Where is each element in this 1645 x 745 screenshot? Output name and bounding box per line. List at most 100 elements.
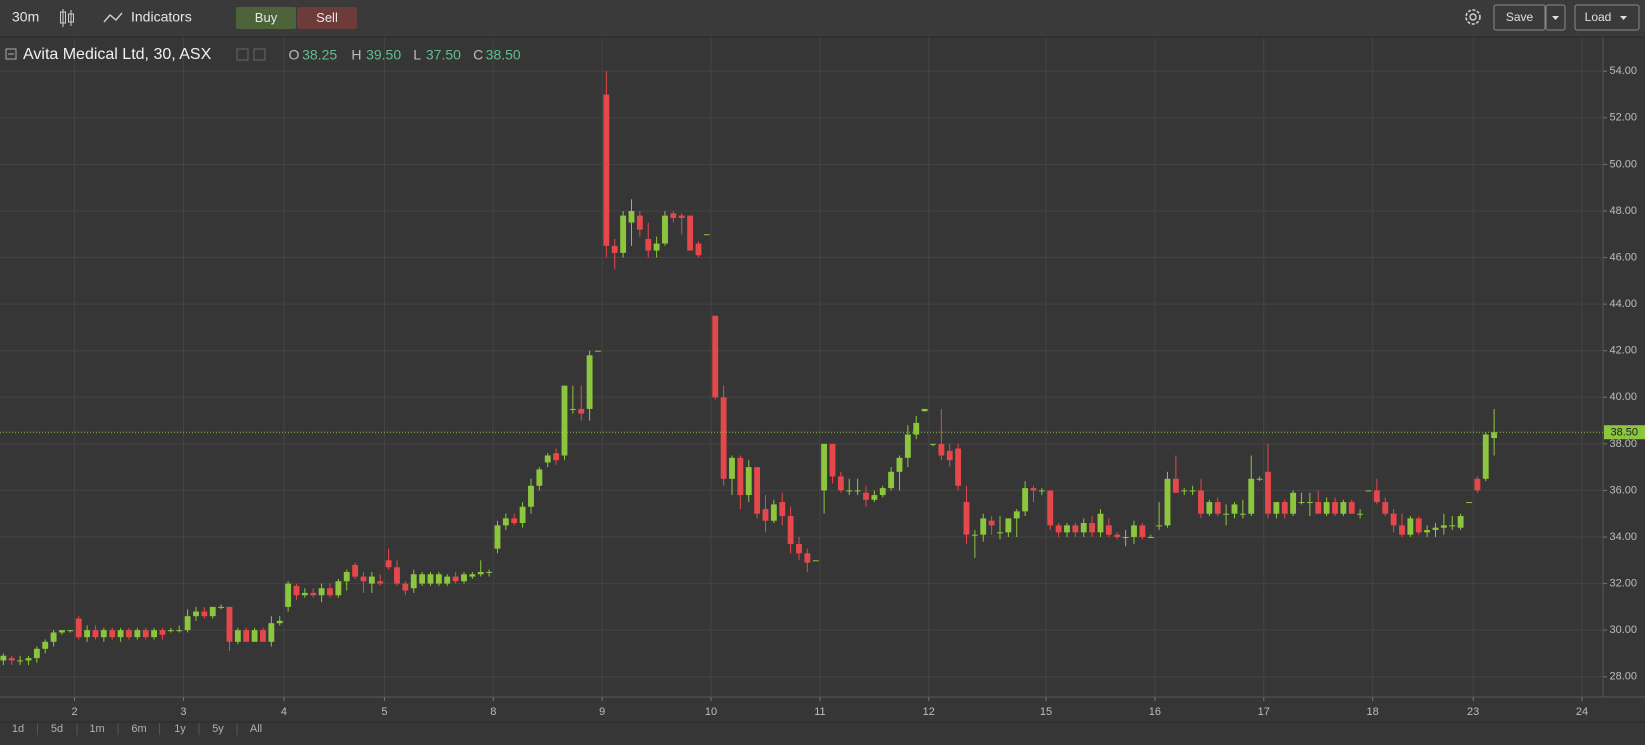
candle-body — [1072, 525, 1079, 533]
candle-body — [561, 385, 568, 456]
y-tick-label: 38.00 — [1609, 438, 1637, 450]
range-button[interactable]: 1m — [89, 723, 104, 735]
buy-button-bg[interactable] — [236, 7, 296, 29]
candle-body — [854, 490, 861, 492]
interval-button[interactable]: 30m — [12, 9, 39, 25]
candle-body — [477, 571, 484, 575]
candle-body — [963, 502, 970, 535]
collapse-button[interactable] — [5, 48, 17, 60]
candle-body — [1281, 502, 1288, 514]
x-tick-label: 5 — [381, 706, 387, 718]
candle-body — [1089, 523, 1096, 533]
candle-body — [92, 630, 99, 638]
candle-body — [1273, 502, 1280, 514]
x-tick-label: 23 — [1467, 706, 1479, 718]
candle-body — [628, 210, 635, 223]
candle-body — [821, 443, 828, 491]
range-button[interactable]: 1d — [12, 723, 24, 735]
candle-body — [511, 518, 518, 524]
candle-body — [1332, 502, 1338, 514]
candle-body — [427, 574, 434, 584]
candle-body — [1432, 527, 1439, 531]
range-button[interactable]: 5d — [51, 723, 63, 735]
ohlc-value: 38.25 — [302, 47, 337, 63]
candle-body — [754, 467, 761, 514]
chart-type-icon[interactable] — [60, 9, 74, 27]
candle-body — [260, 630, 266, 642]
x-tick-label: 10 — [705, 706, 717, 718]
candle-body — [837, 476, 844, 491]
candle-body — [1181, 490, 1188, 492]
candle-body — [653, 243, 660, 251]
candle-body — [1340, 502, 1347, 514]
y-tick-label: 28.00 — [1609, 671, 1637, 683]
settings-icon[interactable] — [1465, 9, 1481, 25]
candle-body — [703, 234, 710, 236]
ohlc-legend: O 38.25 H 39.50 L 37.50 C 38.50 — [288, 47, 520, 63]
legend-icon[interactable] — [253, 48, 266, 61]
candle-body — [50, 632, 57, 642]
candle-body — [980, 518, 987, 535]
candle-body — [1491, 432, 1498, 439]
candle-body — [251, 630, 258, 642]
candle-body — [519, 506, 526, 524]
load-button-bg[interactable] — [1574, 4, 1640, 31]
candle-body — [343, 571, 350, 582]
candle-body — [368, 576, 375, 584]
candle-body — [829, 443, 836, 477]
save-button-bg[interactable] — [1493, 4, 1546, 31]
candle-body — [1348, 502, 1355, 514]
candle-body — [394, 567, 400, 584]
candle-body — [1239, 513, 1246, 515]
candle-body — [879, 488, 886, 496]
candle-body — [410, 574, 417, 589]
candle-body — [863, 492, 869, 500]
sell-button[interactable]: Sell — [316, 10, 338, 25]
range-button[interactable]: 5y — [212, 723, 224, 735]
candle-body — [301, 592, 308, 596]
candle-body — [8, 658, 15, 661]
last-price-label: 38.50 — [1610, 427, 1638, 439]
candle-body — [553, 453, 560, 461]
candle-body — [444, 576, 451, 584]
candle-body — [1373, 490, 1380, 503]
load-button[interactable]: Load — [1585, 10, 1612, 24]
ohlc-value: 37.50 — [426, 47, 461, 63]
candle-body — [1306, 502, 1313, 504]
candle-body — [1440, 525, 1447, 528]
buy-button[interactable]: Buy — [255, 10, 278, 25]
candle-body — [670, 213, 677, 218]
last-price-marker — [1604, 425, 1645, 440]
candle-body — [921, 408, 928, 412]
range-button[interactable]: 1y — [174, 723, 186, 735]
candle-body — [1290, 492, 1297, 514]
y-tick-label: 44.00 — [1609, 298, 1637, 310]
ohlc-key: C — [473, 47, 483, 63]
legend-icon[interactable] — [236, 48, 249, 61]
candle-body — [142, 630, 149, 638]
candle-body — [193, 611, 199, 617]
candle-body — [988, 520, 995, 526]
indicators-icon[interactable] — [103, 12, 123, 23]
candle-body — [109, 630, 116, 638]
save-button[interactable]: Save — [1506, 10, 1534, 24]
range-button[interactable]: All — [250, 723, 262, 735]
candle-body — [67, 630, 74, 632]
candle-body — [1164, 478, 1171, 526]
indicators-button[interactable]: Indicators — [131, 9, 192, 25]
candle-body — [1198, 490, 1204, 514]
sell-button-bg[interactable] — [297, 7, 357, 29]
candle-body — [737, 457, 744, 496]
candle-body — [787, 516, 794, 544]
candle-body — [1223, 513, 1230, 515]
candle-body — [385, 560, 392, 568]
candle-body — [1382, 502, 1389, 514]
candle-body — [360, 576, 367, 582]
candle-body — [1139, 525, 1146, 538]
candle-body — [1097, 513, 1104, 533]
candle-body — [997, 532, 1003, 534]
range-button[interactable]: 6m — [131, 723, 146, 735]
y-tick-label: 54.00 — [1609, 65, 1637, 77]
candle-body — [33, 648, 40, 659]
